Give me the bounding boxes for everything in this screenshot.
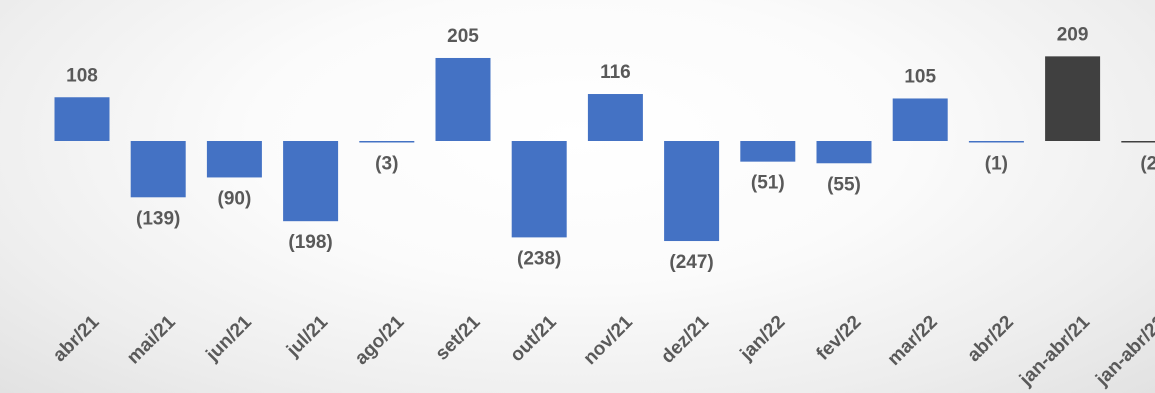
- bar-abr-22: [968, 141, 1024, 143]
- data-label-nov-21: 116: [600, 62, 631, 83]
- tick-label-nov-21: nov/21: [580, 311, 638, 369]
- bars-layer: [54, 56, 1155, 242]
- tick-label-jun-21: jun/21: [202, 311, 257, 366]
- bar-jun-21: [206, 141, 262, 178]
- bar-jan-abr-22: [1121, 141, 1155, 143]
- data-label-ago-21: (3): [375, 154, 398, 175]
- data-label-set-21: 205: [447, 26, 479, 47]
- tick-label-dez-21: dez/21: [657, 311, 713, 367]
- tick-label-ago-21: ago/21: [351, 311, 409, 369]
- tick-label-jan-22: jan/22: [736, 312, 790, 366]
- data-label-jan-abr-22: (2: [1140, 154, 1155, 175]
- bar-jan-abr-21: [1045, 56, 1101, 142]
- bar-out-21: [511, 141, 567, 238]
- data-label-jan-22: (51): [751, 173, 785, 194]
- data-label-abr-22: (1): [985, 154, 1008, 175]
- bar-set-21: [435, 57, 491, 141]
- bar-mai-21: [130, 141, 186, 198]
- bar-nov-21: [587, 94, 643, 141]
- bar-fev-22: [816, 141, 872, 164]
- tick-label-mai-21: mai/21: [123, 311, 180, 368]
- data-label-fev-22: (55): [827, 174, 861, 195]
- data-label-out-21: (238): [517, 248, 561, 269]
- bar-jul-21: [283, 141, 339, 222]
- tick-label-out-21: out/21: [506, 311, 561, 366]
- bar-dez-21: [664, 141, 720, 242]
- tick-label-fev-22: fev/22: [813, 312, 866, 365]
- category-ticks-layer: abr/21 mai/21 jun/21 jul/21 ago/21 set/21 out/…: [49, 311, 1155, 390]
- bar-jan-22: [740, 141, 796, 162]
- data-label-dez-21: (247): [669, 252, 713, 273]
- data-label-jan-abr-21: 209: [1057, 24, 1089, 45]
- data-label-abr-21: 108: [66, 65, 98, 86]
- data-label-mai-21: (139): [136, 208, 180, 229]
- bar-mar-22: [892, 98, 948, 141]
- tick-label-abr-21: abr/21: [49, 311, 104, 366]
- bar-abr-21: [54, 97, 110, 141]
- tick-label-jan-abr-22: jan-abr/22: [1091, 312, 1155, 391]
- tick-label-set-21: set/21: [432, 311, 485, 364]
- data-label-jun-21: (90): [218, 188, 252, 209]
- tick-label-abr-22: abr/22: [963, 312, 1017, 366]
- data-label-jul-21: (198): [288, 232, 332, 253]
- data-labels-layer: 108 (139) (90) (198) (3) 205 (238) 116 (247) (51)…: [66, 24, 1155, 273]
- tick-label-jul-21: jul/21: [282, 311, 332, 361]
- tick-label-jan-abr-21: jan-abr/21: [1015, 311, 1094, 390]
- tick-label-mar-22: mar/22: [884, 312, 942, 370]
- data-label-mar-22: 105: [904, 66, 936, 87]
- bar-ago-21: [359, 141, 415, 143]
